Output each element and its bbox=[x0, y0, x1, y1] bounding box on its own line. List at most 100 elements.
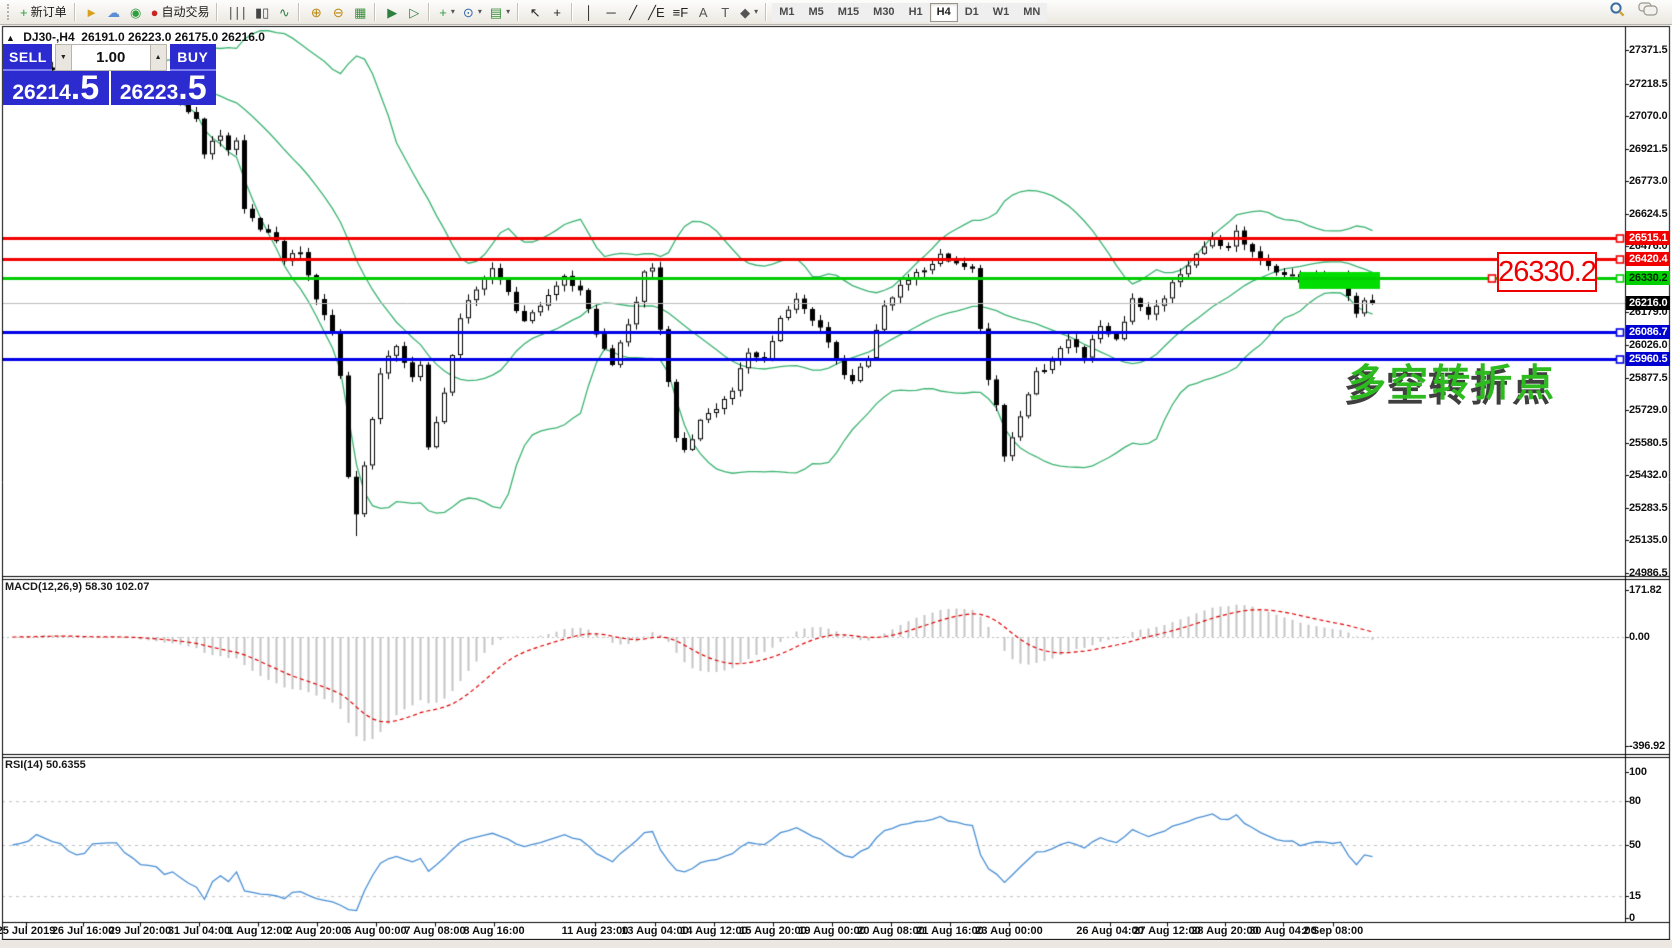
buy-price-button[interactable]: 26223 .5 bbox=[111, 71, 217, 105]
buy-button[interactable]: BUY bbox=[169, 44, 216, 71]
search-icon[interactable] bbox=[1609, 1, 1626, 23]
macd-label: MACD(12,26,9) 58.30 102.07 bbox=[5, 581, 150, 593]
candlestick-chart-button[interactable]: ▮▯ bbox=[251, 2, 273, 23]
buy-price-int: 26223 bbox=[119, 81, 179, 104]
candlestick-chart-icon: ▮▯ bbox=[254, 4, 270, 20]
timeframe-button-w1[interactable]: W1 bbox=[985, 2, 1017, 22]
toolbar-separator bbox=[298, 3, 301, 21]
one-click-trading-panel: SELL ▼ ▲ BUY 26214 .5 26223 .5 bbox=[3, 44, 216, 105]
tile-windows-button[interactable]: ▦ bbox=[349, 2, 371, 23]
time-tick-label: 15 Aug 20:00 bbox=[739, 925, 807, 937]
zoom-out-icon: ⊖ bbox=[332, 4, 344, 20]
price-level-label: 26515.1 bbox=[1626, 230, 1671, 245]
timeframe-button-m1[interactable]: M1 bbox=[772, 2, 802, 22]
low-value: 26175.0 bbox=[174, 30, 219, 44]
signals-icon: ◉ bbox=[129, 4, 142, 20]
signals-button[interactable]: ◉ bbox=[125, 2, 147, 23]
price-tick-label: 26026.0 bbox=[1629, 339, 1668, 352]
main-toolbar: + 新订单 ► ☁ ◉ ● 自动交易 ∣∣∣ ▮▯ ∿ ⊕ ⊖ ▦ ▶ ▷ + ▾ ⊙ ▾ ▤ ▾ ↖ + │ ─ ╱ ╱E ≡F A T… bbox=[0, 0, 1672, 25]
chart-annotation-text[interactable]: 多空转折点 bbox=[1348, 363, 1559, 405]
chat-icon[interactable] bbox=[1638, 2, 1658, 22]
vertical-line-button[interactable]: │ bbox=[578, 2, 600, 23]
chart-collapse-icon[interactable]: ▲ bbox=[6, 33, 15, 43]
price-level-label: 26330.2 bbox=[1626, 271, 1671, 286]
timeframe-button-h1[interactable]: H1 bbox=[901, 2, 930, 22]
rsi-tick-label: 80 bbox=[1629, 795, 1641, 808]
time-tick-label: 20 Aug 08:00 bbox=[857, 925, 925, 937]
line-chart-button[interactable]: ∿ bbox=[273, 2, 295, 23]
price-divider bbox=[108, 71, 111, 105]
timeframe-button-h4[interactable]: H4 bbox=[929, 2, 958, 22]
toolbar-buttons: + 新订单 ► ☁ ◉ ● 自动交易 ∣∣∣ ▮▯ ∿ ⊕ ⊖ ▦ ▶ ▷ + ▾ ⊙ ▾ ▤ ▾ ↖ + │ ─ ╱ ╱E ≡F A T… bbox=[4, 0, 1048, 24]
auto-scroll-button[interactable]: ▶ bbox=[381, 2, 403, 23]
periods-icon: ⊙ bbox=[462, 4, 474, 20]
crosshair-button[interactable]: + bbox=[546, 2, 568, 23]
timeframe-button-d1[interactable]: D1 bbox=[957, 2, 986, 22]
time-tick-label: 30 Aug 04:00 bbox=[1249, 925, 1317, 937]
equidistant-channel-button[interactable]: ╱E bbox=[644, 2, 669, 23]
sell-price-button[interactable]: 26214 .5 bbox=[3, 71, 109, 105]
volume-increase-button[interactable]: ▲ bbox=[149, 44, 167, 71]
zoom-in-button[interactable]: ⊕ bbox=[305, 2, 327, 23]
toolbar-separator bbox=[571, 3, 574, 21]
arrows-button[interactable]: ◆ ▾ bbox=[736, 2, 762, 23]
price-tick-label: 25432.0 bbox=[1629, 469, 1668, 482]
dropdown-arrow-icon: ▾ bbox=[754, 7, 759, 16]
volume-input[interactable] bbox=[71, 44, 150, 71]
volume-decrease-button[interactable]: ▼ bbox=[55, 44, 72, 71]
indicators-button[interactable]: + ▾ bbox=[435, 2, 459, 23]
periods-button[interactable]: ⊙ ▾ bbox=[459, 2, 486, 23]
status-strip bbox=[0, 940, 1672, 948]
trade-panel-prices: 26214 .5 26223 .5 bbox=[3, 71, 216, 105]
templates-button[interactable]: ▤ ▾ bbox=[486, 2, 514, 23]
toolbar-separator bbox=[374, 3, 377, 21]
new-order-button[interactable]: + 新订单 bbox=[16, 2, 71, 23]
zoom-out-button[interactable]: ⊖ bbox=[327, 2, 349, 23]
price-alert-label[interactable]: 26330.2 bbox=[1497, 252, 1597, 292]
timeframe-button-m15[interactable]: M15 bbox=[830, 2, 867, 22]
fibonacci-icon: ≡F bbox=[672, 4, 689, 20]
timeframe-button-mn[interactable]: MN bbox=[1016, 2, 1048, 22]
autotrading-button[interactable]: ● 自动交易 bbox=[147, 2, 214, 23]
time-tick-label: 2 Sep 08:00 bbox=[1302, 925, 1364, 937]
toolbar-separator bbox=[517, 3, 520, 21]
rsi-tick-label: 100 bbox=[1629, 766, 1647, 778]
crosshair-icon: + bbox=[553, 4, 561, 20]
toolbar-separator bbox=[765, 3, 768, 21]
time-tick-label: 19 Aug 00:00 bbox=[798, 925, 866, 937]
rsi-tick-label: 0 bbox=[1629, 912, 1635, 924]
horizontal-line-button[interactable]: ─ bbox=[600, 2, 622, 23]
high-value: 26223.0 bbox=[128, 30, 172, 44]
metaeditor-button[interactable]: ► bbox=[81, 2, 103, 23]
time-tick-label: 31 Jul 04:00 bbox=[167, 925, 231, 937]
price-tick-label: 24986.5 bbox=[1629, 567, 1668, 579]
time-tick-label: 26 Aug 04:00 bbox=[1076, 925, 1144, 937]
fibonacci-button[interactable]: ≡F bbox=[669, 2, 693, 23]
chart-shift-button[interactable]: ▷ bbox=[403, 2, 425, 23]
price-level-label: 26420.4 bbox=[1626, 251, 1671, 266]
price-tick-label: 25283.5 bbox=[1629, 501, 1668, 514]
time-tick-label: 2 Aug 20:00 bbox=[286, 925, 348, 937]
vertical-line-icon: │ bbox=[585, 4, 594, 20]
dropdown-arrow-icon: ▾ bbox=[477, 7, 482, 16]
text-button[interactable]: A bbox=[692, 2, 714, 23]
rsi-label: RSI(14) 50.6355 bbox=[5, 759, 86, 771]
cursor-button[interactable]: ↖ bbox=[524, 2, 546, 23]
community-button[interactable]: ☁ bbox=[103, 2, 125, 23]
time-tick-label: 7 Aug 08:00 bbox=[404, 925, 466, 937]
autotrading-icon: ● bbox=[150, 4, 159, 20]
bar-chart-button[interactable]: ∣∣∣ bbox=[223, 2, 251, 23]
timeframe-button-m5[interactable]: M5 bbox=[801, 2, 831, 22]
price-tick-label: 25580.5 bbox=[1629, 436, 1668, 449]
text-label-button[interactable]: T bbox=[714, 2, 736, 23]
new-order-icon: + bbox=[20, 4, 28, 20]
price-tick-label: 26773.0 bbox=[1629, 175, 1668, 188]
price-level-label: 26086.7 bbox=[1626, 324, 1671, 339]
trendline-icon: ╱ bbox=[629, 4, 638, 20]
trendline-button[interactable]: ╱ bbox=[622, 2, 644, 23]
community-icon: ☁ bbox=[107, 4, 121, 20]
timeframe-button-m30[interactable]: M30 bbox=[866, 2, 902, 22]
sell-button[interactable]: SELL bbox=[3, 44, 52, 71]
